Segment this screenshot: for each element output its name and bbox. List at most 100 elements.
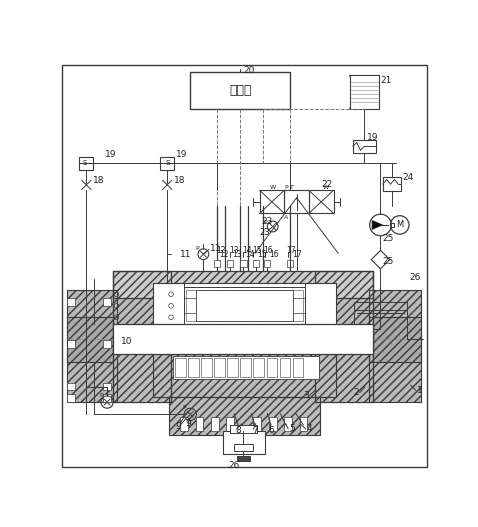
Text: 23: 23 (260, 228, 270, 237)
Text: 17: 17 (292, 250, 302, 259)
Bar (227, 260, 233, 267)
Bar (292, 290, 303, 321)
Bar (188, 358, 199, 377)
Text: 25: 25 (383, 257, 394, 267)
Text: 19: 19 (176, 150, 187, 159)
Bar (186, 290, 197, 321)
Text: 12: 12 (219, 250, 228, 259)
Bar (180, 417, 188, 431)
Bar (239, 290, 250, 321)
Text: 1: 1 (417, 386, 423, 395)
Bar (300, 419, 307, 427)
Bar (269, 417, 277, 431)
Text: 26: 26 (228, 461, 240, 470)
Text: 18: 18 (93, 176, 105, 185)
Text: P: P (263, 220, 267, 225)
Bar (383, 177, 402, 191)
Text: 4: 4 (306, 424, 312, 434)
Bar (305, 282, 336, 329)
Text: 17: 17 (286, 246, 296, 255)
Bar (196, 419, 204, 427)
Text: M: M (396, 220, 403, 229)
Bar (227, 358, 238, 377)
Bar (190, 73, 291, 110)
Bar (240, 358, 251, 377)
Bar (239, 290, 250, 321)
Text: 13: 13 (232, 250, 241, 259)
Bar (226, 290, 237, 321)
Text: 18: 18 (174, 176, 185, 185)
Bar (175, 358, 185, 377)
Bar (300, 417, 307, 431)
Bar (103, 394, 111, 402)
Bar (67, 290, 117, 402)
Bar (103, 340, 111, 348)
Text: P: P (284, 186, 288, 190)
Bar (196, 417, 204, 431)
Bar (284, 419, 292, 427)
Bar (287, 260, 293, 267)
Text: 9: 9 (185, 419, 191, 428)
Text: 26: 26 (410, 273, 421, 282)
Bar (240, 358, 251, 377)
Text: 13: 13 (229, 246, 239, 255)
Bar (169, 397, 320, 435)
Bar (278, 290, 289, 321)
Polygon shape (372, 220, 383, 230)
Bar (293, 358, 304, 377)
Bar (214, 260, 220, 267)
Text: 11: 11 (180, 250, 192, 259)
Text: T: T (291, 186, 294, 190)
Bar (199, 290, 210, 321)
Text: 16: 16 (263, 246, 273, 255)
Bar (226, 290, 237, 321)
Bar (267, 358, 277, 377)
Bar (67, 340, 75, 348)
Bar (214, 358, 225, 377)
Bar (153, 282, 336, 344)
Bar (305, 282, 336, 329)
Bar (309, 190, 334, 213)
Bar (201, 358, 212, 377)
Text: 8: 8 (235, 426, 241, 435)
Bar (234, 444, 253, 451)
Bar (173, 356, 319, 379)
Bar (253, 419, 261, 427)
Bar (113, 271, 171, 402)
Text: S: S (165, 160, 169, 167)
Bar (67, 394, 75, 402)
Bar (253, 417, 261, 431)
Text: 2: 2 (354, 388, 359, 397)
Bar (67, 298, 75, 306)
Bar (240, 260, 247, 267)
Bar (67, 317, 113, 362)
Bar (153, 282, 184, 329)
Bar (315, 271, 373, 402)
Bar (201, 358, 212, 377)
Bar (267, 358, 277, 377)
Bar (227, 419, 234, 427)
Text: 10: 10 (121, 337, 132, 346)
Bar (160, 157, 174, 170)
Text: 15: 15 (257, 250, 267, 259)
Bar (67, 317, 113, 362)
Text: A: A (284, 214, 289, 220)
Bar (293, 358, 304, 377)
Bar (280, 358, 291, 377)
Bar (253, 358, 264, 377)
Bar (184, 287, 305, 329)
Text: 3: 3 (304, 392, 309, 401)
Bar (214, 358, 225, 377)
Text: 14: 14 (242, 246, 251, 255)
Bar (199, 290, 210, 321)
Bar (213, 290, 223, 321)
Bar (353, 140, 376, 152)
Bar (253, 358, 264, 377)
Bar (213, 290, 223, 321)
Text: S: S (83, 160, 87, 167)
Text: 19: 19 (105, 150, 116, 159)
Bar (315, 271, 373, 402)
Bar (188, 358, 199, 377)
Bar (292, 290, 303, 321)
Bar (369, 290, 421, 402)
